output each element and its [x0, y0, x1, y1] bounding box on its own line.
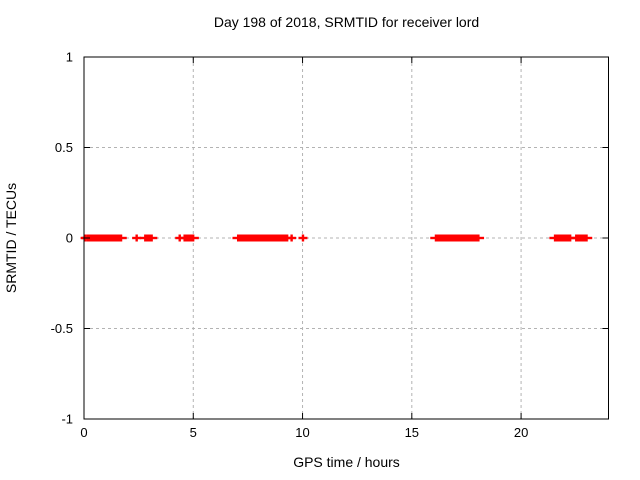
x-tick-label: 15: [405, 425, 419, 440]
data-segment: [575, 234, 588, 242]
x-tick-label: 10: [295, 425, 309, 440]
data-point-plus: [135, 234, 138, 242]
x-tick-label: 5: [190, 425, 197, 440]
y-axis-label: SRMTID / TECUs: [3, 182, 19, 294]
data-segment: [144, 234, 153, 242]
y-tick-label: -0.5: [51, 321, 73, 336]
chart-title: Day 198 of 2018, SRMTID for receiver lor…: [213, 14, 480, 30]
y-tick-label: -1: [61, 412, 73, 427]
data-segment: [183, 234, 195, 242]
x-tick-label: 20: [514, 425, 528, 440]
y-tick-label: 0: [66, 231, 73, 246]
x-axis-label: GPS time / hours: [293, 454, 400, 470]
data-segment: [86, 234, 123, 242]
data-segment: [553, 234, 572, 242]
data-segment: [236, 234, 289, 242]
data-point-plus: [178, 234, 181, 242]
y-tick-label: 0.5: [55, 140, 73, 155]
data-point-plus: [301, 234, 305, 242]
y-tick-label: 1: [66, 50, 73, 65]
data-segment: [434, 234, 480, 242]
data-point-plus: [290, 234, 293, 242]
x-tick-label: 0: [80, 425, 87, 440]
